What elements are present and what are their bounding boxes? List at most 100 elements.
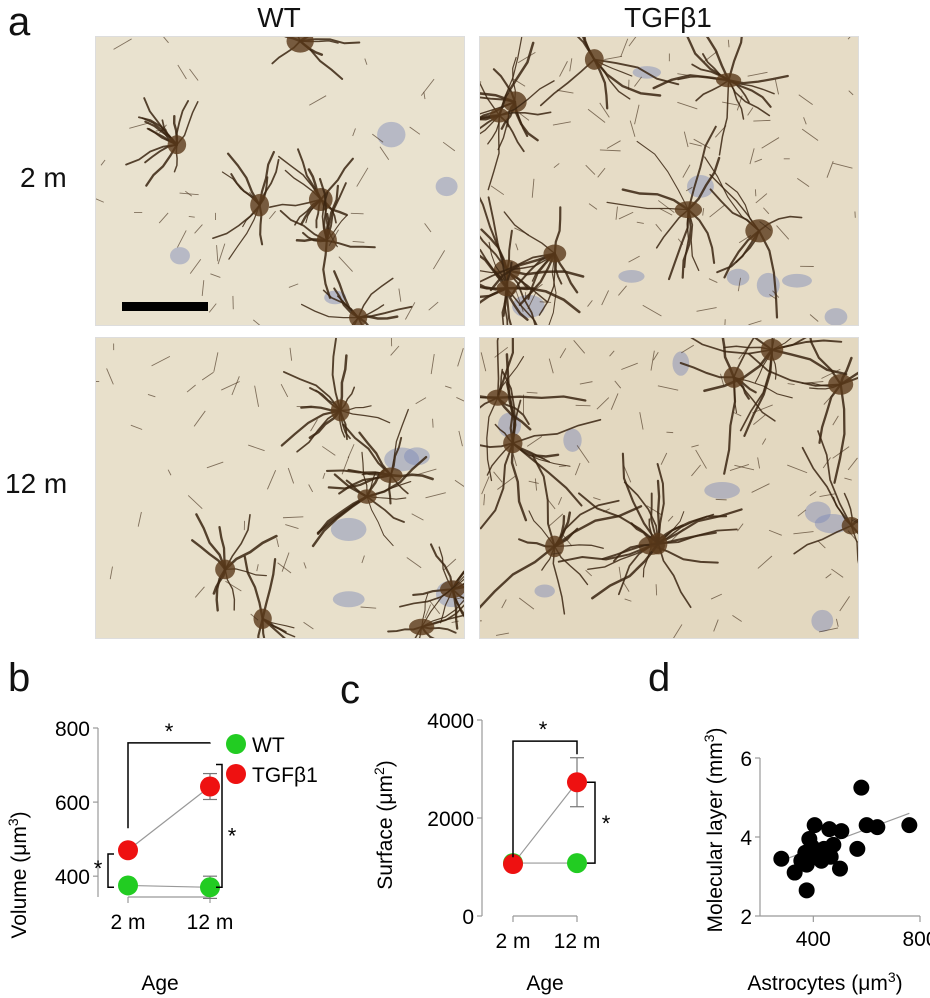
fibre xyxy=(151,355,171,367)
astrocyte-process xyxy=(687,125,717,211)
fibre xyxy=(634,104,640,125)
astrocyte-process xyxy=(224,514,251,571)
y-tick-label: 400 xyxy=(55,866,90,889)
micrograph-wt-12m xyxy=(95,337,465,639)
fibre xyxy=(515,243,519,251)
fibre xyxy=(551,552,562,555)
astrocyte-body xyxy=(489,108,509,123)
fibre xyxy=(493,471,503,483)
fibre xyxy=(844,477,852,481)
fibre xyxy=(217,243,226,265)
sig-bracket-12m xyxy=(587,781,596,864)
fibre xyxy=(518,597,535,610)
astrocyte-process xyxy=(496,338,515,399)
fibre xyxy=(573,340,586,354)
fibre xyxy=(372,133,384,143)
scatter-point-17 xyxy=(849,840,866,857)
fibre xyxy=(147,394,156,398)
astrocyte-process xyxy=(487,114,500,191)
fibre xyxy=(189,258,202,274)
x-tick-label: 2 m xyxy=(495,930,530,953)
fibre xyxy=(186,384,196,393)
fibre xyxy=(629,120,636,137)
sig-star: * xyxy=(165,719,174,744)
fibre xyxy=(769,294,777,300)
fibre xyxy=(526,436,543,447)
astrocyte-process xyxy=(498,80,555,117)
fibre xyxy=(432,418,434,428)
astrocyte-process xyxy=(657,508,743,545)
astrocyte-body xyxy=(496,280,517,297)
fibre xyxy=(819,493,836,497)
data-point-0-0 xyxy=(118,875,138,896)
scatter-point-18 xyxy=(853,779,870,796)
fibre xyxy=(308,484,314,493)
fibre xyxy=(379,146,390,161)
fibre xyxy=(531,178,535,198)
astrocyte-process xyxy=(480,81,500,117)
astrocyte-process xyxy=(480,114,501,130)
astrocyte-process xyxy=(576,37,596,61)
fibre xyxy=(793,531,814,535)
fibre xyxy=(729,463,750,471)
fibre xyxy=(749,148,755,165)
fibre xyxy=(601,290,609,306)
fibre xyxy=(677,73,690,77)
fibre xyxy=(715,125,727,138)
panel-a-letter: a xyxy=(8,0,31,44)
fibre xyxy=(588,203,598,210)
legend-tgfb1-label: TGFβ1 xyxy=(252,764,318,787)
fibre xyxy=(673,624,683,638)
astrocyte-process xyxy=(591,542,660,600)
fibre xyxy=(525,283,543,297)
fibre xyxy=(266,469,277,490)
fibre xyxy=(747,107,754,116)
nucleus-blob xyxy=(170,247,190,265)
data-point-1-0 xyxy=(118,840,138,861)
fibre xyxy=(303,562,307,569)
fibre xyxy=(639,412,644,430)
fibre xyxy=(109,566,113,580)
fibre xyxy=(201,371,214,381)
astrocyte-process xyxy=(518,252,556,307)
fibre xyxy=(455,596,464,600)
fibre xyxy=(309,95,327,106)
fibre xyxy=(442,141,456,152)
astrocyte-process xyxy=(316,495,369,534)
astrocyte-process xyxy=(366,496,394,547)
fibre xyxy=(847,457,858,471)
sig-star: * xyxy=(602,811,611,836)
scatter-point-9 xyxy=(806,817,823,834)
fibre xyxy=(106,368,114,385)
data-point-1-1 xyxy=(200,776,220,797)
fibre xyxy=(552,121,571,126)
astrocyte-process xyxy=(621,452,660,545)
fibre xyxy=(751,483,770,493)
fibre xyxy=(650,350,655,371)
fibre xyxy=(514,227,530,236)
correlation-chart: 2 4 6 400 800 Molecular layer (mm3) Astrocyt… xyxy=(701,728,930,996)
fibre xyxy=(606,140,621,149)
fibre xyxy=(456,397,464,402)
fibre xyxy=(424,223,432,233)
astrocyte-process xyxy=(683,209,690,268)
panel-b-letter: b xyxy=(8,656,31,700)
fibre xyxy=(715,498,727,501)
surface-chart: 0 2000 4000 2 m 12 m * * Surface (μm2) Age xyxy=(371,710,611,995)
fibre xyxy=(593,497,601,501)
fibre xyxy=(621,362,638,370)
astrocyte-process xyxy=(771,338,807,351)
data-point-1-0 xyxy=(503,854,523,875)
y-tick-label: 0 xyxy=(462,906,474,929)
fibre xyxy=(708,278,718,283)
micrograph-tgfb1-12m-svg xyxy=(480,338,858,638)
fibre xyxy=(655,584,658,596)
nucleus-blob xyxy=(332,591,365,608)
astrocyte-process xyxy=(718,79,730,156)
fibre xyxy=(623,465,632,483)
fibre xyxy=(159,124,167,134)
micrograph-tgfb1-12m xyxy=(479,337,859,639)
fibre xyxy=(738,234,752,244)
fibre xyxy=(454,479,464,487)
fibre xyxy=(657,385,679,391)
